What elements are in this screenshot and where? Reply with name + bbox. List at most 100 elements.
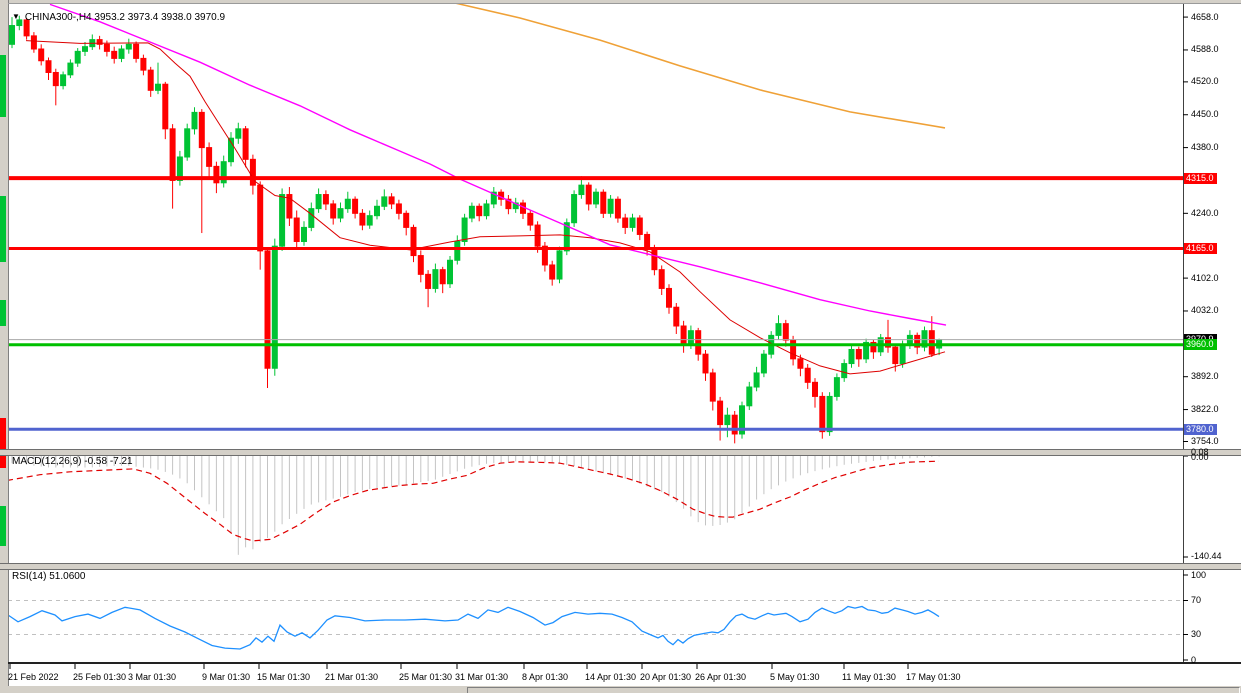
rsi-label: RSI(14) 51.0600 [12,571,86,582]
candle-body [928,330,935,355]
candle-body [848,348,855,365]
candle-body [607,198,614,214]
candle-body [819,395,826,433]
symbol-dropdown-icon[interactable]: ▼ [12,12,20,21]
rsi-scale-label: 70 [1191,595,1202,605]
candle-body [45,60,52,73]
candle-body [826,395,833,433]
rsi-scale-label: 30 [1191,629,1202,639]
rsi-scale-label: 0 [1191,654,1197,665]
candle-body [38,48,45,62]
candle-body [651,248,658,271]
main-macd-splitter[interactable] [0,449,1241,456]
candle-body [717,400,724,426]
rsi-line [7,605,940,650]
candle-body [644,233,651,250]
candle-body [286,194,293,219]
candle-body [184,128,191,158]
y-axis-label: 4032.0 [1191,305,1219,316]
price-tag-4315.0: 4315.0 [1184,172,1217,184]
candle-body [439,269,446,285]
candle-body [432,269,439,289]
y-axis-label: 4658.0 [1191,11,1219,22]
date-label: 25 Feb 01:30 [73,672,127,682]
candle-body [337,208,344,219]
candle-body [103,43,110,52]
y-axis-label: 3822.0 [1191,404,1219,415]
candle-body [687,330,694,346]
price-tag-4165.0: 4165.0 [1184,243,1217,255]
candle-body [629,217,636,228]
candle-body [804,367,811,383]
candle-body [213,165,220,184]
candle-body [410,226,417,257]
date-label: 17 May 01:30 [906,672,961,682]
candle-body [739,405,745,435]
symbol-title: CHINA300-,H4 3953.2 3973.4 3938.0 3970.9 [24,12,226,23]
candle-body [658,269,665,289]
candle-body [454,240,461,261]
candle-body [147,69,154,91]
candle-body [863,341,870,360]
macd-label: MACD(12,26,9) -0.58 -7.21 [12,456,133,467]
date-label: 25 Mar 01:30 [399,672,453,682]
candle-body [636,217,643,235]
candle-body [790,339,797,360]
candle-body [461,217,468,242]
candle-body [74,50,81,64]
candle-body [483,203,490,217]
candle-body [921,330,928,348]
macd-rsi-splitter[interactable] [0,563,1241,570]
candle-body [709,372,716,402]
date-label: 9 Mar 01:30 [202,672,251,682]
candle-body [673,306,680,327]
candle-body [425,273,432,289]
candle-body [52,71,59,87]
date-label: 21 Feb 2022 [8,672,59,682]
background-window-fragment [0,55,6,117]
candle-body [308,208,315,228]
candle-body [833,377,840,397]
candle-body [468,205,475,219]
rsi-scale-label: 100 [1191,569,1207,580]
candle-body [242,128,249,160]
candle-body [812,381,818,397]
candle-body [67,62,74,76]
rsi-bottom-frame [8,662,1241,664]
y-axis-label: 4102.0 [1191,272,1219,283]
candle-body [220,161,227,184]
candle-body [541,245,548,266]
candle-body [563,222,570,252]
candle-body [293,217,300,242]
y-axis-label: 4380.0 [1191,142,1219,153]
date-label: 15 Mar 01:30 [257,672,311,682]
date-label: 3 Mar 01:30 [128,672,177,682]
candle-body [571,194,578,224]
chart-header: ▼ CHINA300-,H4 3953.2 3973.4 3938.0 3970.… [12,12,225,26]
candle-body [82,46,88,52]
candle-body [702,353,709,374]
candle-body [125,43,132,50]
ma-slow-orange [454,2,946,129]
candle-body [235,128,242,139]
candle-body [870,341,877,353]
background-window-fragment [0,506,6,546]
candle-body [841,363,848,379]
candle-body [264,250,271,369]
window-left-border [0,0,9,693]
date-label: 14 Apr 01:30 [585,672,637,682]
horizontal-scrollbar[interactable] [467,687,1240,693]
y-axis-label: 3892.0 [1191,371,1219,382]
candle-body [417,255,424,275]
candle-body [301,226,307,242]
date-label: 26 Apr 01:30 [695,672,747,682]
candle-body [527,212,534,226]
candle-body [614,198,621,219]
price-tag-3780.0: 3780.0 [1184,423,1217,435]
candle-body [322,194,329,205]
candle-body [885,337,891,348]
candle-body [381,196,388,207]
ma-mid-magenta [49,3,947,326]
